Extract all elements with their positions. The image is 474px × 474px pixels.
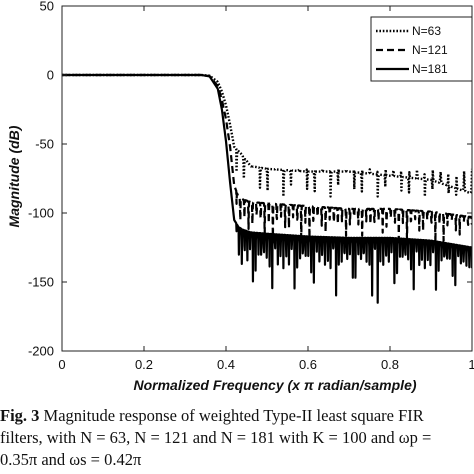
x-axis-title: Normalized Frequency (x π radian/sample)	[133, 377, 416, 393]
legend-label: N=121	[412, 43, 448, 57]
caption-line-2: filters, with N = 63, N = 121 and N = 18…	[0, 428, 432, 447]
figure-caption: Fig. 3 Magnitude response of weighted Ty…	[0, 405, 474, 474]
y-tick-label: -150	[28, 275, 54, 290]
caption-line-1: Fig. 3 Magnitude response of weighted Ty…	[0, 405, 474, 427]
legend-label: N=181	[412, 62, 448, 76]
caption-line-3: 0.35π and ωs = 0.42π	[0, 450, 142, 469]
plot-frame	[61, 5, 473, 352]
series-layer	[62, 73, 472, 304]
y-tick-label: -200	[28, 344, 54, 359]
y-tick-label: 50	[40, 0, 54, 14]
x-tick-label: 0.2	[135, 357, 153, 372]
series-line-n-181	[62, 73, 472, 304]
x-tick-label: 0.4	[217, 357, 235, 372]
x-tick-label: 1	[468, 357, 474, 372]
legend: N=63 N=121 N=181	[370, 16, 473, 82]
x-tick-label: 0	[58, 357, 65, 372]
caption-line-1-text: Magnitude response of weighted Type-II l…	[39, 406, 424, 425]
y-axis-title: Magnitude (dB)	[6, 125, 22, 227]
x-tick-label: 0.8	[381, 357, 399, 372]
magnitude-response-chart: 0 0.2 0.4 0.6 0.8 1 50 0 -50 -100 -150 -200 Normali…	[6, 0, 474, 393]
x-tick-label: 0.6	[299, 357, 317, 372]
legend-label: N=63	[412, 24, 441, 38]
caption-figure-label: Fig. 3	[0, 406, 40, 425]
y-tick-label: -100	[28, 206, 54, 221]
axes-layer: 0 0.2 0.4 0.6 0.8 1 50 0 -50 -100 -150 -200	[28, 0, 474, 372]
y-tick-label: -50	[35, 137, 54, 152]
y-tick-label: 0	[47, 68, 54, 83]
